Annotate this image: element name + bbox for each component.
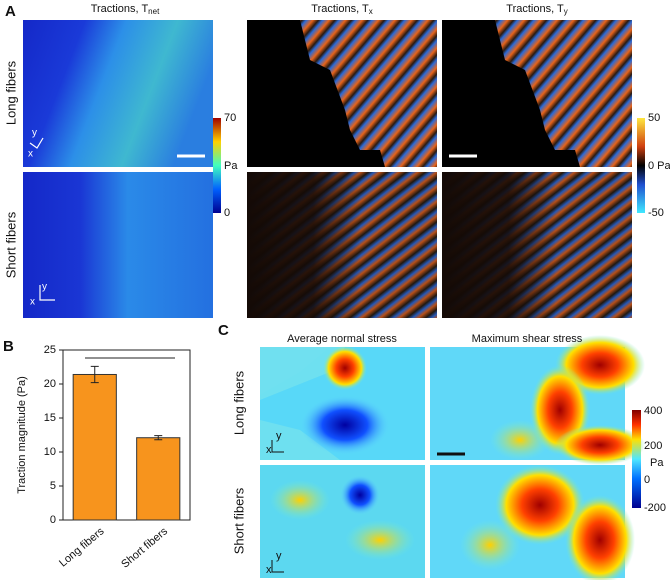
- x-tick-label: Long fibers: [57, 525, 107, 569]
- row-label: Short fibers: [231, 487, 246, 554]
- y-tick-label: 20: [44, 378, 56, 390]
- colorbar-label: 200: [644, 440, 662, 452]
- colorbar-label: 70: [224, 112, 236, 124]
- colorbar-label: -200: [644, 502, 666, 514]
- axis-letter: x: [28, 149, 33, 160]
- panel-title: Tractions, Tx: [311, 3, 372, 16]
- axis-letter: y: [276, 430, 282, 442]
- bar-chart: 0 5 10 15 20 25 Traction magnitude (Pa) Long fi…: [16, 344, 191, 571]
- bar: [136, 437, 181, 521]
- y-tick-label: 0: [50, 514, 56, 526]
- row-label: Short fibers: [3, 211, 18, 278]
- bar: [72, 373, 117, 521]
- axis-letter: x: [266, 444, 272, 456]
- axis-letter: y: [276, 550, 282, 562]
- panel-a-images: [23, 20, 645, 318]
- axis-letter: y: [32, 128, 37, 139]
- panel-c-images: [260, 335, 645, 580]
- panel-title: Tractions, Tnet: [91, 3, 160, 16]
- title-sub: y: [564, 7, 568, 16]
- colorbar-label: 0: [644, 474, 650, 486]
- title-text: Tractions, T: [311, 3, 369, 15]
- x-tick-label: Short fibers: [119, 525, 170, 571]
- colorbar-label: -50: [648, 207, 664, 219]
- y-tick-label: 10: [44, 446, 56, 458]
- colorbar-label: 0 Pa: [648, 160, 670, 172]
- colorbar-label: 50: [648, 112, 660, 124]
- panel-title: Maximum shear stress: [472, 333, 583, 345]
- title-text: Tractions, T: [506, 3, 564, 15]
- panel-title: Tractions, Ty: [506, 3, 567, 16]
- panel-title: Average normal stress: [287, 333, 397, 345]
- error-bar: [90, 365, 99, 384]
- title-sub: x: [369, 7, 373, 16]
- axis-letter: x: [30, 297, 35, 308]
- row-label: Long fibers: [3, 60, 18, 125]
- error-bar: [154, 435, 163, 441]
- colorbar-label: Pa: [224, 160, 238, 172]
- axis-letter: y: [42, 282, 47, 293]
- panel-label: A: [5, 3, 16, 20]
- panel-label: B: [3, 338, 14, 355]
- panel-label: C: [218, 322, 229, 339]
- y-tick-label: 25: [44, 344, 56, 356]
- plot-frame: [62, 349, 191, 521]
- title-sub: net: [148, 7, 160, 16]
- colorbar-label: Pa: [650, 457, 664, 469]
- y-tick-label: 15: [44, 412, 56, 424]
- colorbar-label: 400: [644, 405, 662, 417]
- y-tick-label: 5: [50, 480, 56, 492]
- row-label: Long fibers: [231, 370, 246, 435]
- axis-letter: x: [266, 564, 272, 576]
- y-axis-label: Traction magnitude (Pa): [16, 376, 28, 494]
- title-text: Tractions, T: [91, 3, 149, 15]
- colorbar-label: 0: [224, 207, 230, 219]
